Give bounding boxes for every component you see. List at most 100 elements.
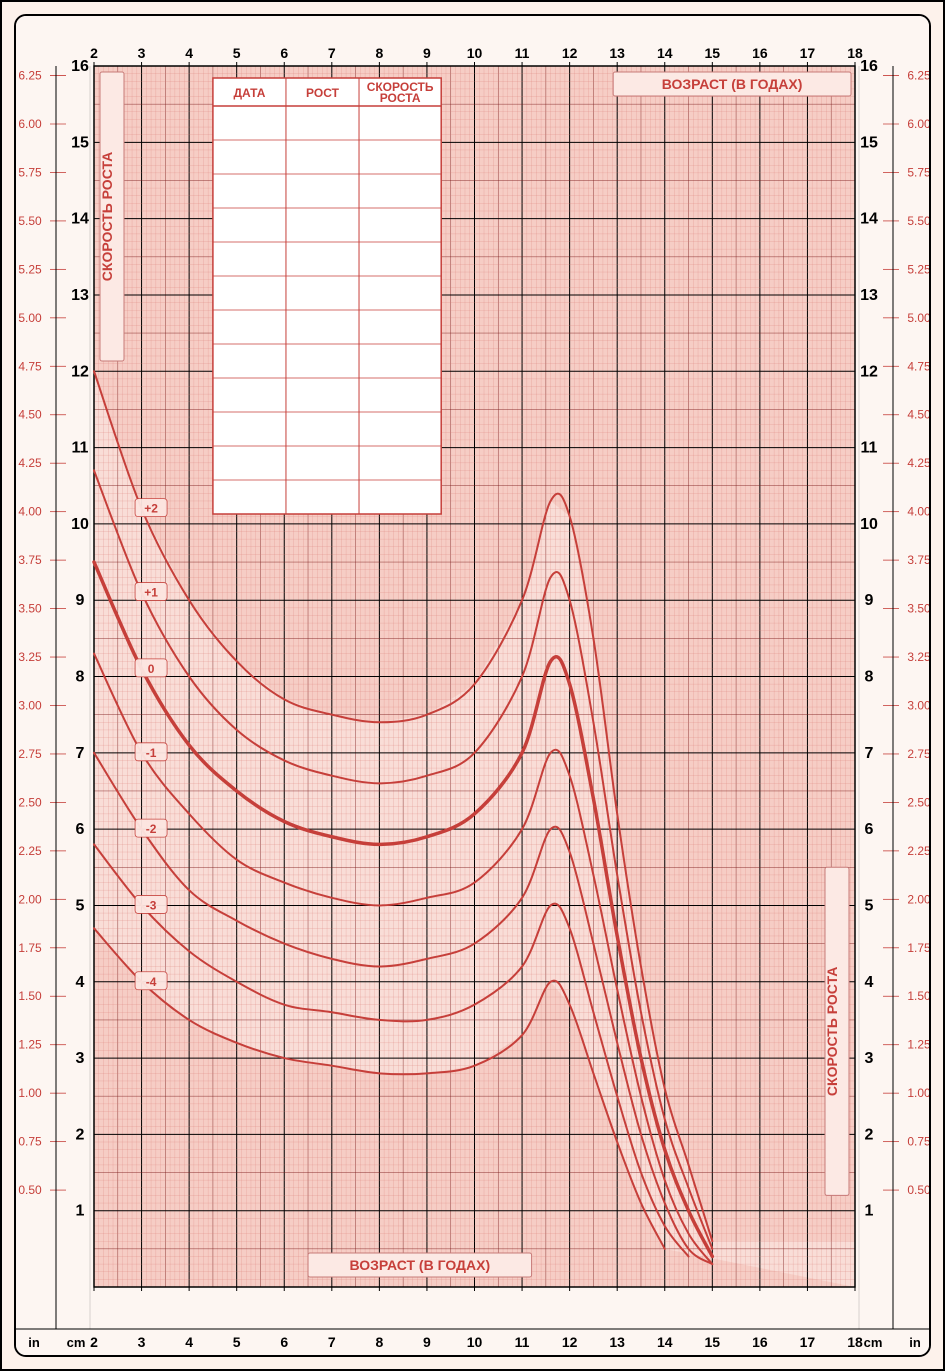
y-cm-tick-left: 12 [71, 363, 89, 380]
y-in-tick-right: 0.75 [907, 1135, 931, 1149]
x-tick-top: 5 [233, 45, 241, 61]
y-in-tick-left: 2.25 [18, 844, 42, 858]
y-in-tick-left: 1.50 [18, 989, 42, 1003]
x-tick-top: 12 [562, 45, 578, 61]
y-in-tick-left: 5.00 [18, 311, 42, 325]
y-cm-tick-left: 3 [76, 1050, 85, 1067]
y-in-tick-right: 2.50 [907, 795, 931, 809]
y-cm-tick-left: 2 [76, 1126, 85, 1143]
x-tick-top: 6 [280, 45, 288, 61]
x-tick-bottom: 13 [609, 1334, 625, 1350]
y-in-tick-right: 4.50 [907, 408, 931, 422]
y-cm-tick-left: 13 [71, 287, 89, 304]
y-cm-tick-left: 10 [71, 516, 89, 533]
y-in-tick-left: 3.50 [18, 602, 42, 616]
y-cm-tick-left: 6 [76, 821, 85, 838]
x-tick-bottom: 3 [138, 1334, 146, 1350]
x-tick-bottom: 2 [90, 1334, 98, 1350]
y-cm-tick-right: 15 [860, 134, 878, 151]
y-in-tick-left: 2.00 [18, 892, 42, 906]
x-tick-top: 15 [705, 45, 721, 61]
x-tick-top: 7 [328, 45, 336, 61]
x-tick-bottom: 14 [657, 1334, 673, 1350]
x-tick-top: 17 [800, 45, 816, 61]
y-in-tick-right: 5.25 [907, 262, 931, 276]
y-in-tick-left: 5.50 [18, 214, 42, 228]
unit-in-right: in [909, 1335, 921, 1350]
growth-velocity-chart: +2+10-1-2-3-4ДАТАРОСТСКОРОСТЬРОСТА223344… [16, 16, 931, 1357]
y-in-tick-right: 4.25 [907, 456, 931, 470]
y-in-tick-right: 5.00 [907, 311, 931, 325]
x-tick-bottom: 15 [705, 1334, 721, 1350]
x-tick-top: 2 [90, 45, 98, 61]
unit-cm-right: cm [864, 1335, 883, 1350]
y-cm-tick-right: 13 [860, 287, 878, 304]
y-cm-tick-right: 7 [865, 745, 874, 762]
x-tick-top: 10 [467, 45, 483, 61]
y-cm-tick-right: 1 [865, 1203, 874, 1220]
table-header: РОСТ [306, 86, 340, 100]
y-in-tick-left: 5.75 [18, 165, 42, 179]
x-tick-top: 3 [138, 45, 146, 61]
x-tick-bottom: 4 [185, 1334, 193, 1350]
y-cm-tick-left: 15 [71, 134, 89, 151]
axis-title: ВОЗРАСТ (В ГОДАХ) [662, 76, 803, 92]
y-in-tick-left: 4.25 [18, 456, 42, 470]
y-in-tick-right: 2.25 [907, 844, 931, 858]
x-tick-top: 9 [423, 45, 431, 61]
unit-in-left: in [28, 1335, 40, 1350]
x-tick-bottom: 9 [423, 1334, 431, 1350]
y-in-tick-left: 3.75 [18, 553, 42, 567]
y-in-tick-left: 0.50 [18, 1183, 42, 1197]
y-cm-tick-right: 6 [865, 821, 874, 838]
svg-text:-2: -2 [146, 822, 157, 836]
svg-text:+1: +1 [144, 586, 158, 600]
y-cm-tick-left: 4 [76, 974, 85, 991]
y-cm-tick-right: 11 [861, 440, 878, 457]
y-in-tick-left: 4.75 [18, 359, 42, 373]
y-in-tick-right: 3.50 [907, 602, 931, 616]
y-in-tick-right: 1.50 [907, 989, 931, 1003]
x-tick-top: 4 [185, 45, 193, 61]
y-cm-tick-left: 14 [71, 211, 89, 228]
x-tick-bottom: 18 [847, 1334, 863, 1350]
y-in-tick-left: 6.25 [18, 69, 42, 83]
x-tick-bottom: 12 [562, 1334, 578, 1350]
y-cm-tick-left: 8 [76, 669, 85, 686]
svg-text:-4: -4 [146, 975, 157, 989]
y-cm-tick-right: 10 [860, 516, 878, 533]
y-in-tick-right: 5.75 [907, 165, 931, 179]
y-in-tick-right: 2.75 [907, 747, 931, 761]
y-in-tick-left: 1.25 [18, 1038, 42, 1052]
y-cm-tick-left: 1 [76, 1203, 85, 1220]
x-tick-bottom: 11 [515, 1334, 530, 1350]
data-entry-table [213, 78, 441, 514]
y-cm-tick-right: 4 [865, 974, 874, 991]
y-in-tick-right: 6.00 [907, 117, 931, 131]
y-in-tick-left: 0.75 [18, 1135, 42, 1149]
x-tick-top: 14 [657, 45, 673, 61]
y-in-tick-right: 4.00 [907, 505, 931, 519]
axis-title: СКОРОСТЬ РОСТА [99, 152, 115, 281]
svg-text:0: 0 [148, 662, 155, 676]
svg-text:+2: +2 [144, 502, 158, 516]
y-cm-tick-right: 8 [865, 669, 874, 686]
y-in-tick-left: 3.00 [18, 698, 42, 712]
y-in-tick-right: 1.25 [907, 1038, 931, 1052]
axis-title: СКОРОСТЬ РОСТА [824, 967, 840, 1096]
x-tick-bottom: 17 [800, 1334, 816, 1350]
y-in-tick-right: 1.75 [907, 941, 931, 955]
table-header: ДАТА [234, 86, 266, 100]
y-cm-tick-right: 2 [865, 1126, 874, 1143]
y-cm-tick-right: 9 [865, 592, 874, 609]
x-tick-top: 8 [375, 45, 383, 61]
y-cm-tick-right: 12 [860, 363, 878, 380]
x-tick-bottom: 7 [328, 1334, 336, 1350]
y-in-tick-right: 3.25 [907, 650, 931, 664]
y-in-tick-right: 6.25 [907, 69, 931, 83]
y-in-tick-right: 2.00 [907, 892, 931, 906]
unit-cm-left: cm [67, 1335, 86, 1350]
x-tick-bottom: 8 [375, 1334, 383, 1350]
y-cm-tick-left: 9 [76, 592, 85, 609]
y-in-tick-left: 1.00 [18, 1086, 42, 1100]
